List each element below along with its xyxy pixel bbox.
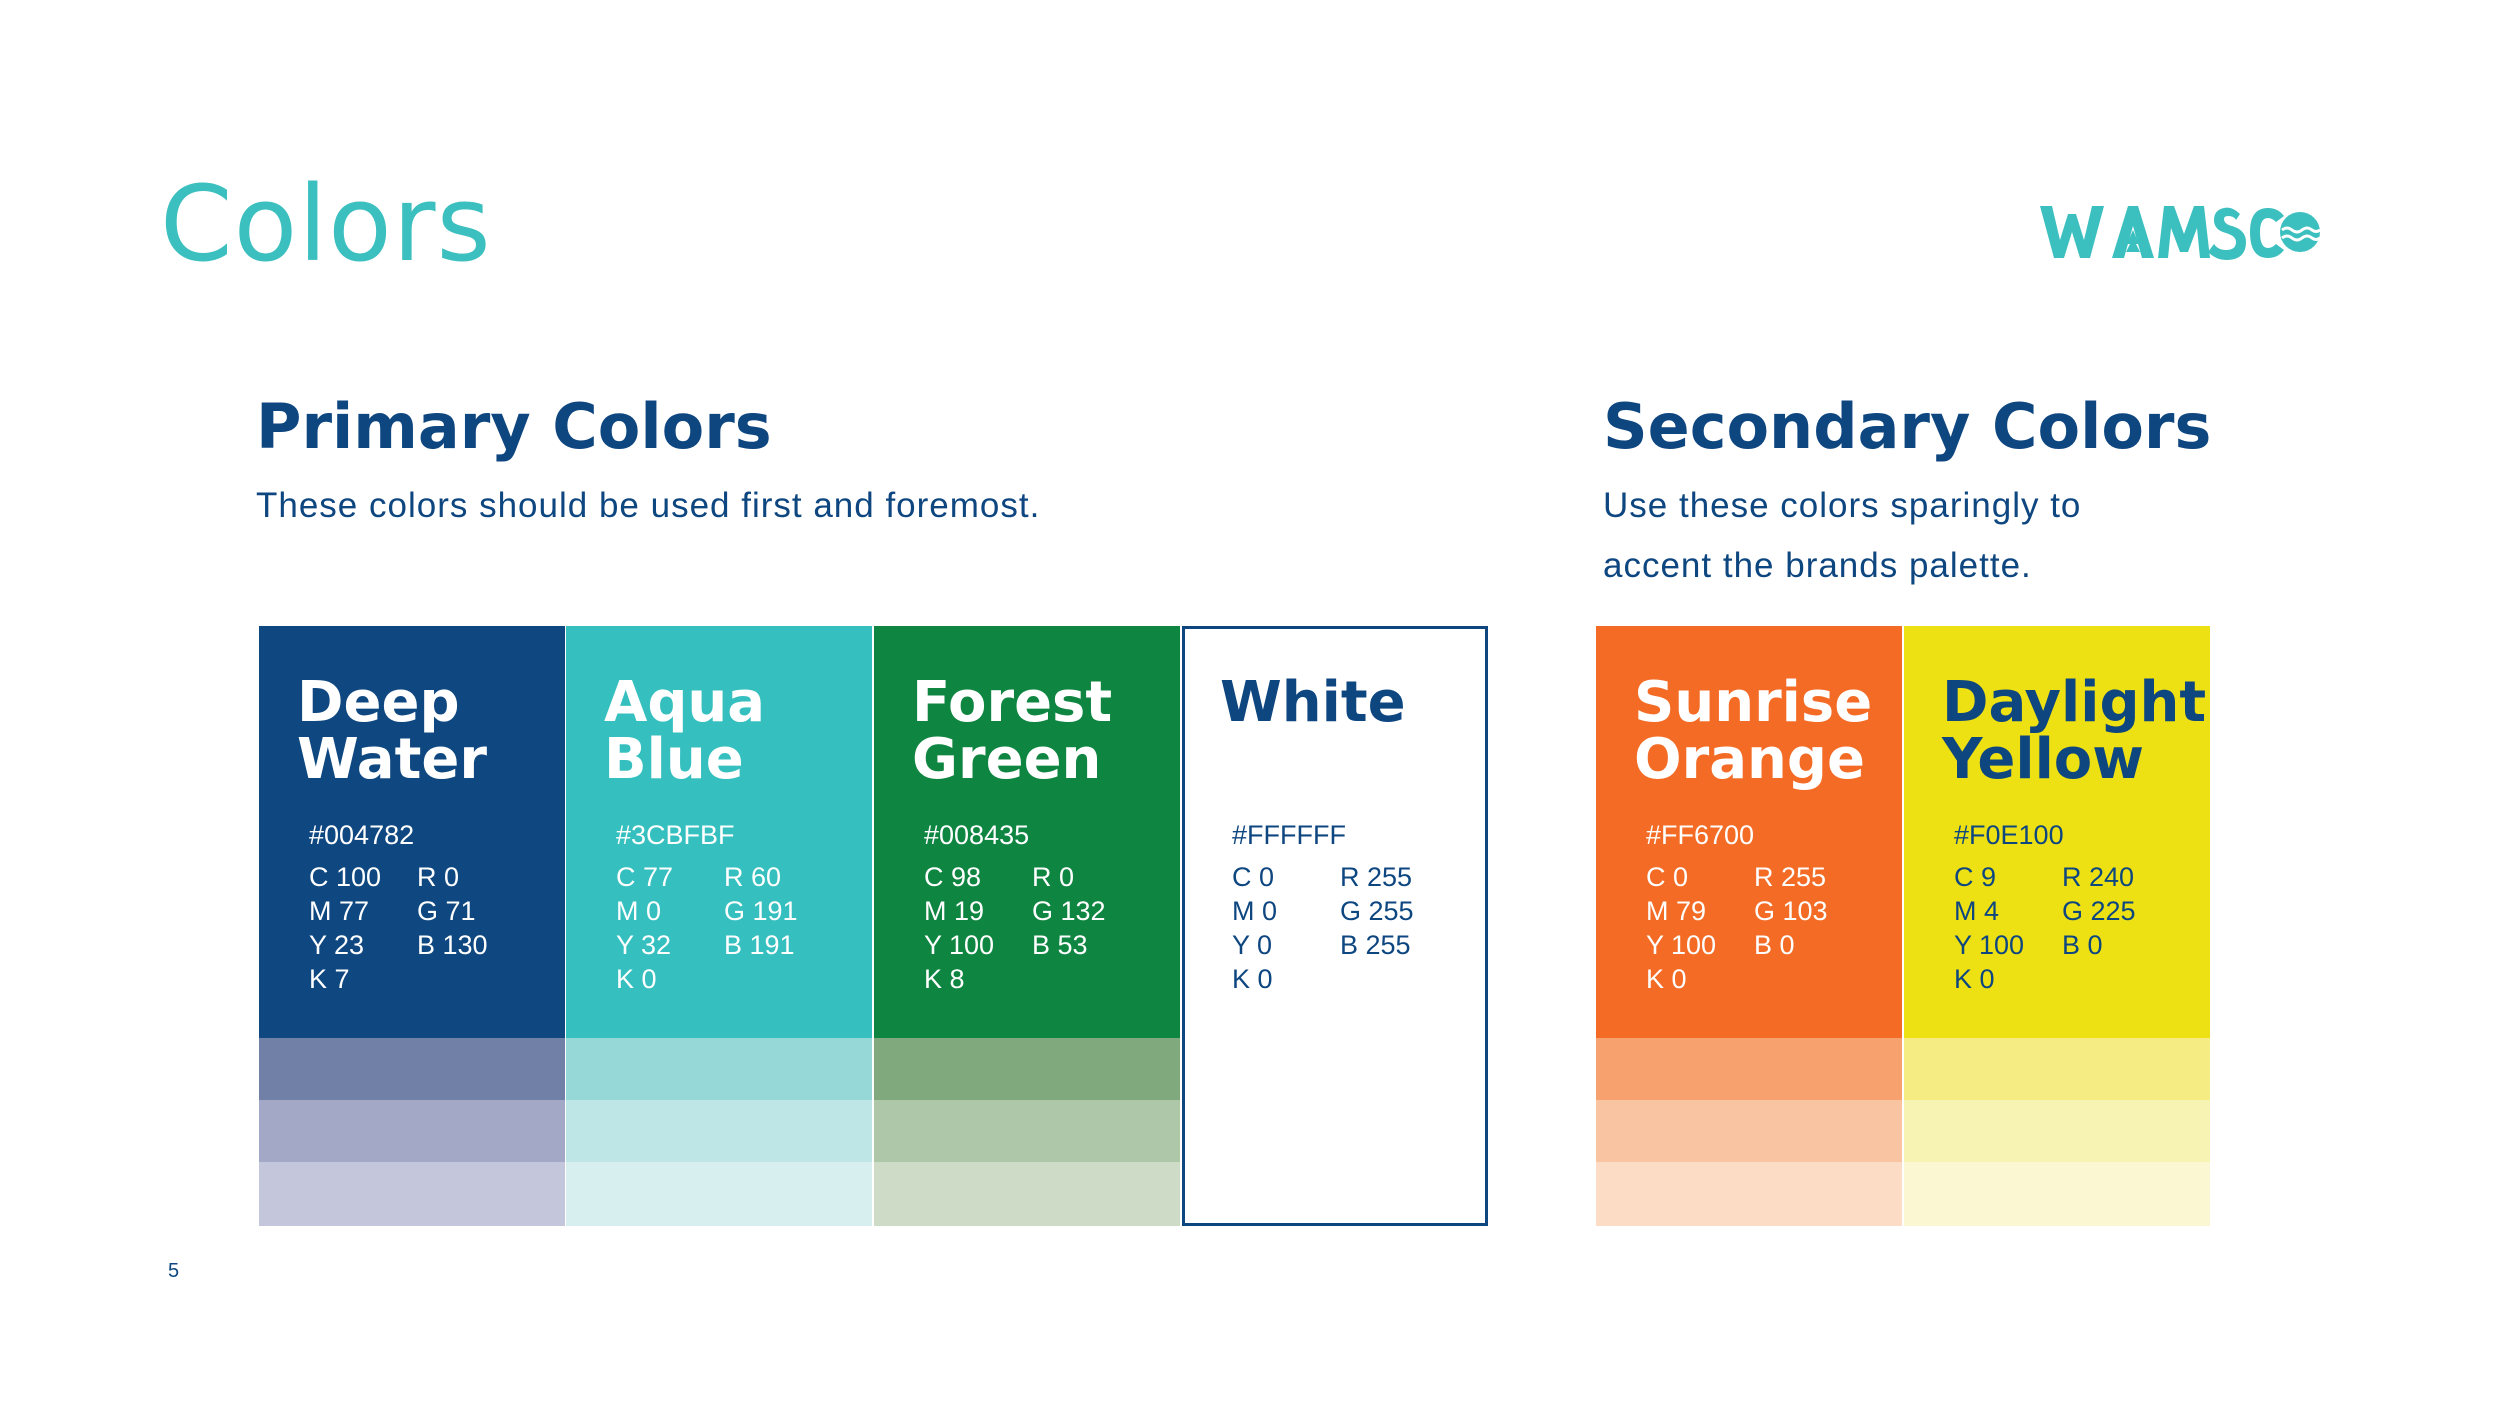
swatch-tint-2 bbox=[259, 1100, 565, 1163]
rgb-value: R 240 bbox=[2062, 862, 2135, 892]
swatch-tint-1 bbox=[566, 1038, 872, 1101]
rgb-value: B 191 bbox=[724, 930, 795, 960]
cmyk-values: C 0 M 0 Y 0 K 0 bbox=[1232, 860, 1277, 996]
rgb-value: B 255 bbox=[1340, 930, 1411, 960]
rgb-value: R 0 bbox=[417, 862, 460, 892]
cmyk-value: K 8 bbox=[924, 964, 965, 994]
cmyk-value: M 79 bbox=[1646, 896, 1707, 926]
swatch-name: Forest Green bbox=[912, 670, 1113, 792]
rgb-values: R 0 G 132 B 53 bbox=[1032, 860, 1106, 962]
cmyk-value: K 0 bbox=[1646, 964, 1687, 994]
rgb-value: R 0 bbox=[1032, 862, 1075, 892]
rgb-value: B 130 bbox=[417, 930, 488, 960]
rgb-value: G 132 bbox=[1032, 896, 1106, 926]
primary-colors-title: Primary Colors bbox=[256, 390, 772, 463]
cmyk-values: C 0 M 79 Y 100 K 0 bbox=[1646, 860, 1716, 996]
cmyk-value: C 98 bbox=[924, 862, 982, 892]
rgb-value: G 225 bbox=[2062, 896, 2136, 926]
cmyk-value: M 0 bbox=[1232, 896, 1278, 926]
swatch-tint-2 bbox=[1596, 1100, 1902, 1163]
swatch-tint-3 bbox=[259, 1162, 565, 1226]
secondary-colors-description: Use these colors sparingly to accent the… bbox=[1603, 486, 2082, 585]
cmyk-value: Y 0 bbox=[1232, 930, 1273, 960]
swatch-tint-2 bbox=[1904, 1100, 2210, 1163]
cmyk-value: M 19 bbox=[924, 896, 985, 926]
swatch-tint-3 bbox=[1904, 1162, 2210, 1226]
cmyk-values: C 98 M 19 Y 100 K 8 bbox=[924, 860, 994, 996]
cmyk-value: Y 100 bbox=[924, 930, 995, 960]
swatch-tint-1 bbox=[259, 1038, 565, 1101]
swatch-tint-1 bbox=[1596, 1038, 1902, 1101]
wamsco-logo-icon bbox=[2040, 206, 2320, 260]
swatch-tint-1 bbox=[874, 1038, 1180, 1101]
rgb-value: B 53 bbox=[1032, 930, 1088, 960]
swatch-name: Sunrise Orange bbox=[1634, 670, 1873, 792]
swatch-tint-3 bbox=[566, 1162, 872, 1226]
rgb-value: G 191 bbox=[724, 896, 798, 926]
rgb-value: G 103 bbox=[1754, 896, 1828, 926]
swatch-tint-2 bbox=[566, 1100, 872, 1163]
color-swatch-deep-water: Deep Water #004782 C 100 M 77 Y 23 K 7 R 0 G 71… bbox=[259, 626, 565, 1226]
cmyk-values: C 77 M 0 Y 32 K 0 bbox=[616, 860, 673, 996]
swatch-main-block bbox=[1904, 626, 2210, 1038]
rgb-value: R 255 bbox=[1754, 862, 1827, 892]
rgb-value: R 60 bbox=[724, 862, 782, 892]
secondary-colors-title: Secondary Colors bbox=[1603, 390, 2212, 463]
primary-colors-description: These colors should be used first and fo… bbox=[256, 486, 1041, 525]
rgb-value: B 0 bbox=[2062, 930, 2103, 960]
cmyk-values: C 9 M 4 Y 100 K 0 bbox=[1954, 860, 2024, 996]
page-title: Colors bbox=[160, 163, 492, 285]
swatch-tint-3 bbox=[1596, 1162, 1902, 1226]
hex-code: #FF6700 bbox=[1646, 820, 1755, 850]
color-swatch-daylight-yellow: Daylight Yellow #F0E100 C 9 M 4 Y 100 K 0 R 24… bbox=[1904, 626, 2210, 1226]
rgb-values: R 255 G 255 B 255 bbox=[1340, 860, 1414, 962]
rgb-value: G 255 bbox=[1340, 896, 1414, 926]
swatch-name: Daylight Yellow bbox=[1942, 670, 2207, 792]
page-number: 5 bbox=[168, 1260, 180, 1282]
cmyk-value: Y 32 bbox=[616, 930, 672, 960]
cmyk-value: M 77 bbox=[309, 896, 370, 926]
hex-code: #FFFFFF bbox=[1232, 820, 1346, 850]
rgb-value: R 255 bbox=[1340, 862, 1413, 892]
rgb-values: R 60 G 191 B 191 bbox=[724, 860, 798, 962]
rgb-values: R 240 G 225 B 0 bbox=[2062, 860, 2136, 962]
hex-code: #3CBFBF bbox=[616, 820, 735, 850]
hex-code: #004782 bbox=[309, 820, 415, 850]
swatch-tint-1 bbox=[1904, 1038, 2210, 1101]
rgb-value: B 0 bbox=[1754, 930, 1795, 960]
hex-code: #F0E100 bbox=[1954, 820, 2064, 850]
cmyk-value: C 100 bbox=[309, 862, 382, 892]
cmyk-value: M 0 bbox=[616, 896, 662, 926]
cmyk-value: Y 100 bbox=[1954, 930, 2025, 960]
cmyk-value: Y 100 bbox=[1646, 930, 1717, 960]
cmyk-value: C 9 bbox=[1954, 862, 1997, 892]
rgb-values: R 0 G 71 B 130 bbox=[417, 860, 488, 962]
rgb-value: G 71 bbox=[417, 896, 476, 926]
swatch-name: Aqua Blue bbox=[604, 670, 766, 792]
color-swatch-sunrise-orange: Sunrise Orange #FF6700 C 0 M 79 Y 100 K 0 R 25… bbox=[1596, 626, 1902, 1226]
swatch-main-block bbox=[874, 626, 1180, 1038]
hex-code: #008435 bbox=[924, 820, 1030, 850]
swatch-tint-3 bbox=[874, 1162, 1180, 1226]
cmyk-value: K 0 bbox=[1232, 964, 1273, 994]
swatch-main-block bbox=[259, 626, 565, 1038]
cmyk-value: M 4 bbox=[1954, 896, 2000, 926]
swatch-main-block bbox=[566, 626, 872, 1038]
swatch-name: White bbox=[1220, 670, 1406, 735]
rgb-values: R 255 G 103 B 0 bbox=[1754, 860, 1828, 962]
swatch-main-block bbox=[1596, 626, 1902, 1038]
color-swatch-forest-green: Forest Green #008435 C 98 M 19 Y 100 K 8 R 0 G … bbox=[874, 626, 1180, 1226]
cmyk-value: K 7 bbox=[309, 964, 350, 994]
color-swatch-white: White #FFFFFF C 0 M 0 Y 0 K 0 R 255 G 255 B 255 bbox=[1182, 626, 1488, 1226]
cmyk-value: C 77 bbox=[616, 862, 674, 892]
cmyk-values: C 100 M 77 Y 23 K 7 bbox=[309, 860, 381, 996]
swatch-name: Deep Water bbox=[297, 670, 487, 792]
cmyk-value: Y 23 bbox=[309, 930, 365, 960]
cmyk-value: K 0 bbox=[1954, 964, 1995, 994]
swatch-tint-2 bbox=[874, 1100, 1180, 1163]
cmyk-value: K 0 bbox=[616, 964, 657, 994]
cmyk-value: C 0 bbox=[1232, 862, 1275, 892]
color-swatch-aqua-blue: Aqua Blue #3CBFBF C 77 M 0 Y 32 K 0 R 60 G 191 B… bbox=[566, 626, 872, 1226]
cmyk-value: C 0 bbox=[1646, 862, 1689, 892]
